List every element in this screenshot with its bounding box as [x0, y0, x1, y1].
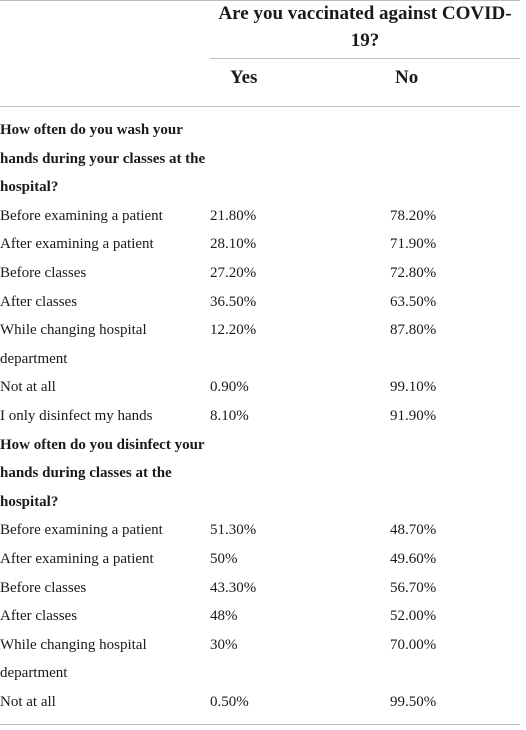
table-row: While changing hospital department 12.20%…	[0, 316, 520, 373]
empty-cell	[210, 431, 390, 517]
bottom-rule	[0, 724, 520, 725]
section-header-row: How often do you wash your hands during …	[0, 116, 520, 202]
column-header-yes: Yes	[230, 67, 258, 88]
table-row: Before classes 27.20% 72.80%	[0, 259, 520, 288]
empty-cell	[390, 116, 520, 202]
yes-value: 8.10%	[210, 407, 249, 424]
row-label: Before examining a patient	[0, 522, 163, 539]
no-value: 99.50%	[390, 693, 437, 710]
top-rule	[0, 0, 520, 1]
row-label: I only disinfect my hands	[0, 407, 153, 424]
row-label: Not at all	[0, 379, 56, 396]
yes-value: 43.30%	[210, 579, 257, 596]
no-value: 99.10%	[390, 379, 437, 396]
no-value: 71.90%	[390, 236, 437, 253]
no-value: 56.70%	[390, 579, 437, 596]
row-label: After classes	[0, 293, 78, 310]
yes-value: 12.20%	[210, 322, 257, 339]
header-bottom-rule	[0, 106, 520, 107]
yes-value: 27.20%	[210, 264, 257, 281]
table-row: After classes 48% 52.00%	[0, 602, 520, 631]
table-row: After classes 36.50% 63.50%	[0, 288, 520, 317]
no-value: 87.80%	[390, 322, 437, 339]
row-label: Before examining a patient	[0, 207, 163, 224]
row-label: While changing hospital department	[0, 322, 147, 367]
empty-cell	[390, 431, 520, 517]
yes-value: 0.90%	[210, 379, 249, 396]
no-value: 52.00%	[390, 608, 437, 625]
yes-value: 51.30%	[210, 522, 257, 539]
table-row: Before examining a patient 21.80% 78.20%	[0, 202, 520, 231]
row-label: After examining a patient	[0, 550, 154, 567]
table-body: How often do you wash your hands during …	[0, 116, 520, 716]
no-value: 72.80%	[390, 264, 437, 281]
table-row: Before examining a patient 51.30% 48.70%	[0, 516, 520, 545]
table-row: Before classes 43.30% 56.70%	[0, 574, 520, 603]
row-label: After examining a patient	[0, 236, 154, 253]
no-value: 49.60%	[390, 550, 437, 567]
yes-value: 50%	[210, 550, 238, 567]
row-label: Before classes	[0, 579, 87, 596]
no-value: 48.70%	[390, 522, 437, 539]
row-label: Not at all	[0, 693, 56, 710]
section-header-row: How often do you disinfect your hands du…	[0, 431, 520, 517]
table-row: Not at all 0.90% 99.10%	[0, 373, 520, 402]
yes-value: 30%	[210, 636, 238, 653]
table-row: I only disinfect my hands 8.10% 91.90%	[0, 402, 520, 431]
row-label: Before classes	[0, 264, 87, 281]
table-row: Not at all 0.50% 99.50%	[0, 688, 520, 717]
table-header-title: Are you vaccinated against COVID-19?	[218, 3, 512, 51]
table-row: While changing hospital department 30% 70.…	[0, 631, 520, 688]
column-header-no: No	[395, 67, 419, 88]
no-value: 63.50%	[390, 293, 437, 310]
yes-value: 21.80%	[210, 207, 257, 224]
yes-value: 28.10%	[210, 236, 257, 253]
section-title: How often do you disinfect your hands du…	[0, 436, 205, 510]
empty-cell	[210, 116, 390, 202]
yes-value: 48%	[210, 608, 238, 625]
row-label: After classes	[0, 608, 78, 625]
table-row: After examining a patient 50% 49.60%	[0, 545, 520, 574]
header-group-rule	[210, 58, 520, 59]
table-row: After examining a patient 28.10% 71.90%	[0, 230, 520, 259]
section-title: How often do you wash your hands during …	[0, 122, 206, 196]
no-value: 78.20%	[390, 207, 437, 224]
row-label: While changing hospital department	[0, 636, 147, 682]
no-value: 70.00%	[390, 636, 437, 653]
yes-value: 36.50%	[210, 293, 257, 310]
no-value: 91.90%	[390, 407, 437, 424]
yes-value: 0.50%	[210, 693, 249, 710]
